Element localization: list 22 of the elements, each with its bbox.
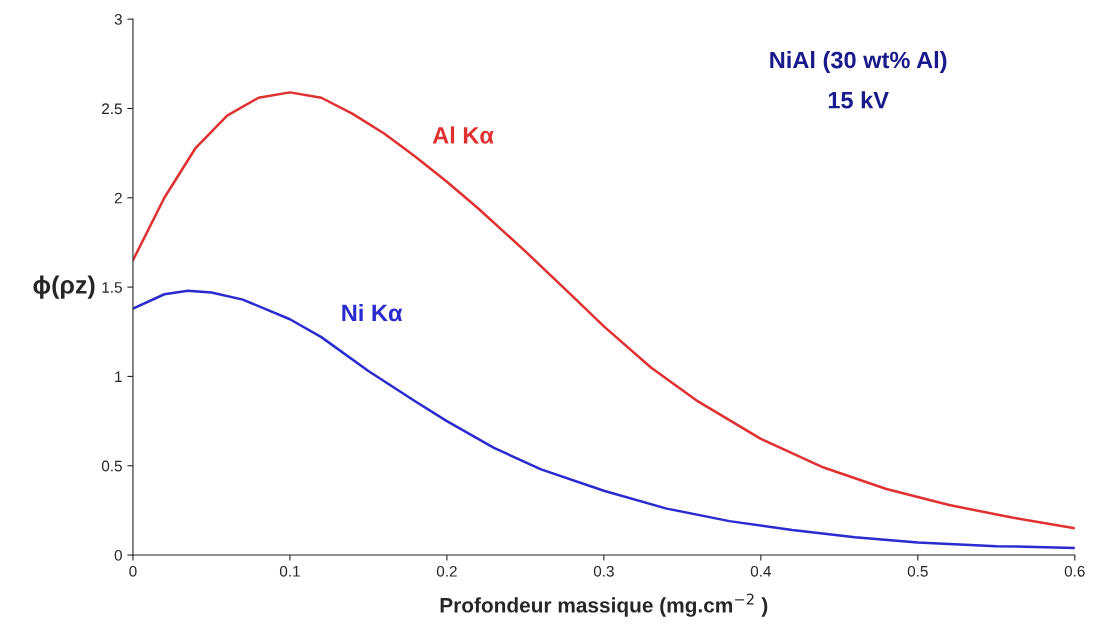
y-axis-title: ϕ(ρz)	[33, 275, 95, 299]
y-tick-label: 1	[115, 371, 122, 382]
x-tick-label: 0.1	[279, 565, 300, 577]
x-tick-label: 0.3	[593, 565, 614, 577]
annotation: NiAl (30 wt% Al)	[770, 51, 947, 74]
y-tick-label: 2	[114, 192, 122, 204]
y-tick-label: 3	[114, 14, 122, 25]
x-axis-title: Profondeur massique (mg.cm$^{−2}$ )	[440, 593, 768, 617]
y-tick-label: 1.5	[102, 282, 122, 293]
y-tick-label: 0	[114, 549, 122, 561]
line-series	[132, 91, 1075, 530]
x-tick-label: 0.2	[436, 565, 457, 577]
y-tick-label: 0.5	[101, 460, 122, 472]
x-tick-label: 0	[129, 565, 137, 577]
annotation: 15 kV	[828, 91, 889, 109]
x-tick-label: 0.6	[1064, 565, 1085, 577]
x-tick-label: 0.4	[750, 565, 771, 577]
x-tick-label: 0.5	[907, 565, 928, 577]
series-label: Ni Kα	[342, 304, 403, 322]
series-label: Al Kα	[432, 126, 494, 144]
y-tick-label: 2.5	[102, 103, 122, 115]
line-series	[132, 289, 1075, 550]
